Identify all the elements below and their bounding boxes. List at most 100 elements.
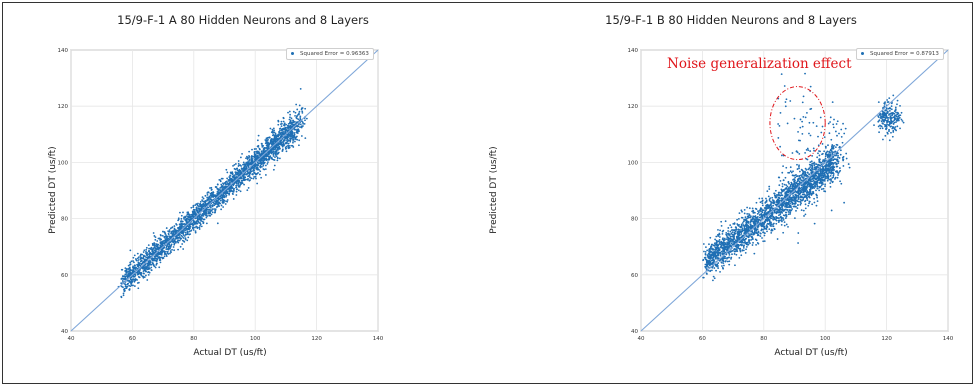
data-point (803, 174, 806, 176)
data-point (148, 247, 150, 250)
data-point (824, 183, 827, 186)
data-point (190, 213, 193, 216)
data-point (751, 235, 753, 238)
data-point (278, 127, 281, 130)
data-point (175, 236, 177, 238)
data-point (765, 213, 767, 215)
data-point (205, 204, 208, 206)
data-point (785, 184, 788, 187)
data-point (125, 285, 128, 288)
data-point (737, 228, 740, 231)
data-point (815, 167, 818, 170)
data-point (187, 227, 190, 230)
data-point (728, 252, 730, 255)
data-point (719, 253, 722, 255)
data-point (297, 125, 300, 128)
data-point (731, 249, 734, 252)
data-point (145, 250, 147, 253)
data-point (289, 140, 292, 143)
data-point (238, 164, 240, 167)
data-point (211, 211, 214, 214)
data-point (155, 243, 158, 246)
data-point (813, 183, 815, 185)
data-point (214, 208, 217, 211)
data-point (175, 230, 178, 233)
data-point (787, 213, 790, 216)
data-point (792, 194, 795, 197)
data-point (815, 193, 818, 196)
data-point (191, 211, 194, 214)
data-point (810, 180, 813, 183)
data-point (296, 108, 299, 111)
data-point (295, 116, 298, 119)
data-point (301, 107, 304, 109)
data-point (245, 161, 248, 164)
data-point (273, 140, 276, 143)
data-point (773, 211, 776, 214)
data-point (297, 123, 300, 126)
data-point (717, 228, 719, 231)
data-point (211, 204, 213, 207)
data-point (731, 253, 733, 256)
data-point (710, 263, 713, 265)
data-point (775, 215, 777, 218)
data-point (808, 173, 811, 176)
data-point (237, 189, 240, 192)
data-point (771, 196, 774, 199)
data-point (149, 251, 152, 254)
data-point (203, 218, 206, 221)
data-point (129, 261, 132, 264)
data-point (759, 209, 762, 212)
data-point (165, 236, 168, 239)
data-point (192, 204, 195, 207)
data-point (279, 157, 281, 160)
data-point (827, 172, 830, 175)
data-point (146, 257, 149, 260)
data-point (746, 228, 749, 231)
data-point (170, 251, 172, 254)
data-point (752, 215, 755, 218)
data-point (136, 271, 139, 274)
data-point (742, 224, 745, 226)
data-point (222, 206, 225, 208)
data-point (256, 168, 259, 170)
data-point (774, 194, 777, 197)
data-point (245, 166, 248, 169)
data-point (299, 126, 301, 129)
data-point (210, 209, 213, 212)
data-point (158, 266, 161, 269)
data-point (208, 195, 211, 198)
data-point (128, 267, 130, 270)
data-point (710, 269, 713, 272)
data-point (125, 287, 128, 290)
data-point (758, 197, 761, 200)
data-point (143, 249, 146, 252)
data-point (829, 169, 832, 172)
data-point (180, 234, 183, 237)
data-point (301, 111, 304, 114)
data-point (151, 250, 154, 253)
data-point (791, 186, 794, 189)
data-point (719, 251, 722, 254)
data-point (250, 156, 253, 159)
data-point (235, 176, 238, 178)
data-point (235, 194, 238, 196)
data-point (253, 160, 255, 163)
data-point (715, 244, 718, 247)
data-point (232, 193, 234, 196)
data-point (722, 256, 724, 259)
data-point (299, 123, 302, 126)
data-point (765, 199, 768, 202)
data-point (139, 255, 142, 257)
data-point (235, 190, 238, 193)
data-point (198, 226, 201, 229)
data-point (297, 128, 300, 131)
data-point (714, 238, 716, 241)
data-point (301, 110, 304, 113)
data-point (784, 191, 787, 194)
data-point (128, 270, 131, 272)
data-point (822, 172, 825, 175)
data-point (723, 250, 726, 253)
data-point (259, 165, 262, 168)
